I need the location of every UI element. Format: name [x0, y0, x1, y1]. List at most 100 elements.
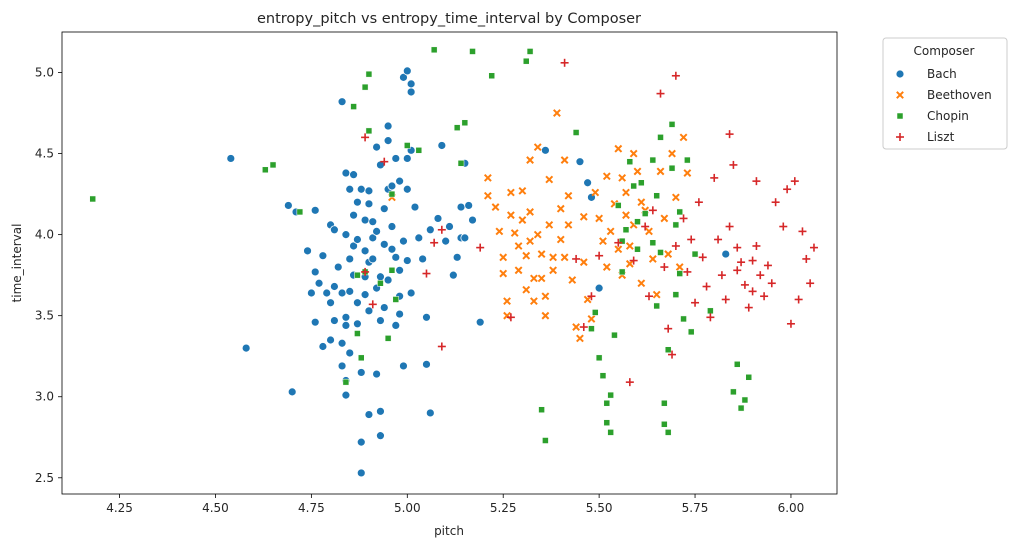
data-point-chopin — [572, 129, 580, 136]
data-point-liszt — [710, 173, 719, 182]
y-tick-label: 4.0 — [35, 228, 54, 242]
data-point-liszt — [664, 324, 673, 333]
data-point-liszt — [687, 235, 696, 244]
data-point-beethoven — [664, 250, 673, 258]
data-point-chopin — [730, 388, 737, 396]
data-point-liszt — [560, 58, 569, 67]
data-point-bach — [364, 410, 374, 419]
data-point-bach — [376, 406, 385, 416]
data-point-bach — [376, 431, 385, 441]
data-point-chopin — [634, 245, 641, 253]
y-axis-label: time_interval — [10, 224, 24, 303]
data-point-bach — [448, 270, 458, 280]
data-point-liszt — [714, 235, 723, 244]
data-point-bach — [422, 312, 431, 322]
data-point-bach — [345, 184, 355, 194]
data-point-liszt — [437, 342, 446, 351]
plot-area-frame — [61, 31, 838, 495]
data-point-beethoven — [568, 276, 577, 284]
data-point-bach — [337, 288, 347, 298]
data-point-bach — [337, 338, 347, 348]
data-point-liszt — [733, 243, 742, 252]
data-point-beethoven — [518, 186, 527, 195]
data-point-chopin — [664, 346, 672, 353]
data-point-bach — [287, 387, 297, 397]
data-point-beethoven — [576, 334, 584, 343]
data-point-chopin — [453, 124, 461, 131]
data-point-liszt — [645, 292, 654, 301]
data-point-bach — [410, 202, 420, 212]
legend-box — [882, 37, 1008, 150]
data-point-liszt — [641, 222, 650, 231]
data-point-beethoven — [560, 253, 569, 262]
data-point-chopin — [388, 190, 396, 198]
data-point-bach — [356, 468, 366, 478]
data-point-bach — [349, 170, 358, 180]
legend-marker-beethoven — [896, 91, 904, 99]
data-point-bach — [241, 343, 251, 353]
data-point-bach — [402, 154, 412, 163]
data-point-chopin — [737, 404, 745, 412]
data-point-beethoven — [579, 258, 588, 267]
data-point-chopin — [365, 127, 373, 135]
data-point-beethoven — [675, 263, 684, 271]
data-point-liszt — [668, 350, 677, 359]
legend-marker-bach — [895, 69, 905, 79]
data-point-beethoven — [526, 237, 534, 246]
data-point-bach — [372, 226, 382, 236]
x-tick-label: 4.25 — [106, 501, 133, 515]
data-point-bach — [341, 168, 351, 178]
data-point-chopin — [626, 158, 634, 165]
data-point-chopin — [707, 307, 714, 315]
x-tick-label: 6.00 — [778, 501, 805, 515]
data-point-liszt — [694, 198, 703, 207]
data-point-chopin — [672, 291, 680, 298]
legend-items: Bach Beethoven Chopin Liszt — [895, 67, 992, 144]
data-point-beethoven — [533, 143, 542, 152]
data-point-beethoven — [560, 156, 569, 164]
data-point-chopin — [522, 57, 530, 65]
data-point-beethoven — [618, 173, 627, 182]
data-point-liszt — [430, 238, 439, 247]
data-point-beethoven — [499, 269, 508, 278]
data-point-bach — [283, 201, 293, 210]
data-point-chopin — [538, 406, 545, 413]
data-point-bach — [310, 267, 320, 277]
data-point-beethoven — [622, 188, 630, 197]
data-point-bach — [345, 254, 355, 264]
x-tick-label: 5.00 — [394, 501, 421, 515]
data-point-chopin — [618, 268, 626, 276]
data-point-beethoven — [564, 191, 573, 200]
data-point-liszt — [648, 206, 657, 215]
data-point-bach — [583, 178, 593, 188]
data-point-bach — [452, 252, 462, 262]
data-point-bach — [406, 288, 416, 298]
data-point-bach — [345, 286, 355, 296]
data-point-bach — [353, 298, 362, 308]
data-point-chopin — [687, 328, 695, 336]
data-point-chopin — [384, 335, 392, 342]
data-point-liszt — [760, 292, 769, 301]
data-point-liszt — [752, 177, 761, 186]
data-point-liszt — [737, 258, 746, 267]
data-point-chopin — [684, 156, 691, 164]
data-point-liszt — [783, 185, 792, 194]
data-point-bach — [326, 335, 335, 345]
x-tick-label: 4.75 — [298, 501, 325, 515]
y-tick-label: 2.5 — [35, 471, 54, 485]
data-point-beethoven — [526, 208, 534, 216]
data-point-chopin — [262, 166, 269, 174]
data-point-liszt — [683, 267, 692, 276]
data-point-chopin — [457, 160, 465, 167]
data-point-bach — [391, 252, 401, 262]
data-point-liszt — [671, 71, 680, 80]
data-point-bach — [391, 154, 401, 163]
data-point-bach — [456, 202, 466, 212]
data-point-chopin — [741, 396, 749, 404]
data-point-chopin — [377, 280, 384, 287]
data-point-bach — [341, 321, 351, 330]
y-tick-label: 5.0 — [35, 66, 54, 80]
data-point-chopin — [603, 419, 611, 426]
data-point-bach — [330, 225, 339, 235]
data-point-beethoven — [537, 274, 546, 283]
